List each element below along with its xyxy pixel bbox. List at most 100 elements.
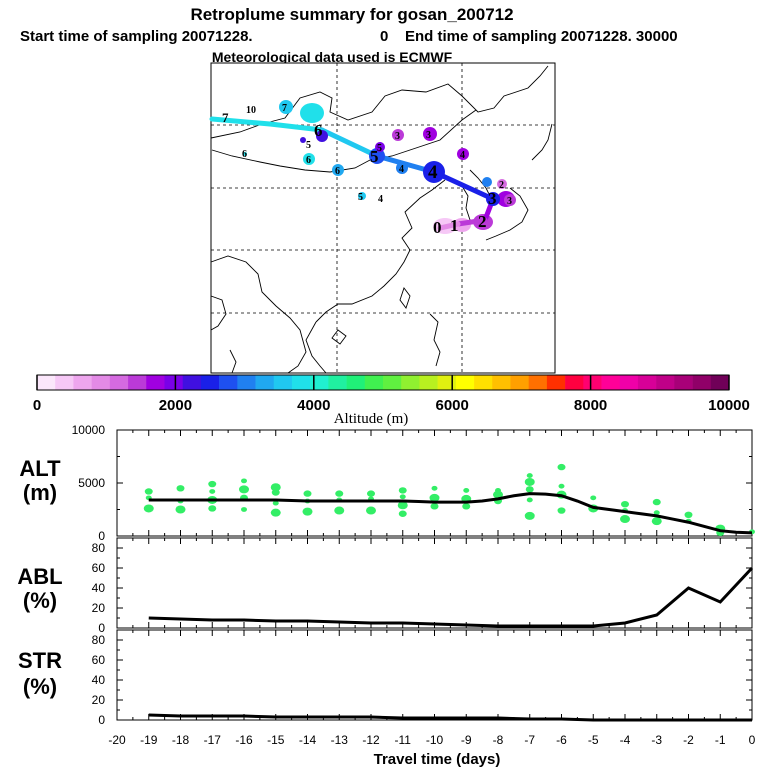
colorbar-swatch (437, 375, 457, 390)
x-tick-label: 0 (749, 733, 756, 747)
altitude-scatter-point (270, 483, 281, 492)
colorbar-swatch (328, 375, 347, 390)
cluster-dot (303, 153, 315, 165)
altitude-scatter-point (272, 500, 279, 506)
altitude-scatter-point (303, 490, 312, 497)
traj-label-4: 4 (428, 162, 438, 183)
colorbar-swatch (346, 375, 366, 390)
colorbar-swatch (255, 375, 275, 390)
x-tick-label: -9 (461, 733, 472, 747)
cluster-labels: 3 3 4 2 3 4 5 6 6 5 7 10 6 5 4 (242, 103, 512, 207)
colorbar-swatch (546, 375, 566, 390)
altitude-scatter-point (526, 473, 533, 478)
altitude-scatter-point (209, 489, 216, 494)
colorbar-swatch (237, 375, 256, 390)
trajectory-segment-7 (209, 116, 273, 127)
traj-label-7: 7 (222, 110, 229, 125)
altitude-scatter-point (271, 489, 280, 496)
altitude-scatter-point (175, 505, 186, 514)
altitude-scatter-point (620, 515, 630, 524)
x-tick-label: -2 (683, 733, 694, 747)
colorbar-swatch (492, 375, 511, 390)
y-tick-label: 0 (98, 713, 105, 727)
panel-unit: (%) (23, 588, 57, 613)
altitude-scatter-point (493, 490, 503, 499)
altitude-scatter-point (653, 510, 660, 516)
altitude-scatter-point (334, 506, 345, 515)
altitude-scatter-point (558, 483, 565, 489)
trajectory-segment-0 (437, 221, 461, 231)
cluster-label: 7 (282, 103, 287, 114)
x-tick-label: -17 (204, 733, 222, 747)
x-tick-label: -5 (588, 733, 599, 747)
x-tick-label: -1 (715, 733, 726, 747)
altitude-scatter-point (208, 480, 217, 488)
panel-label: ALT (19, 456, 61, 481)
cluster-label: 5 (377, 143, 382, 154)
travel-time-axis: -20 -19 -18 -17 -16 -15 -14 -13 -12 -11 -10 -9 -8 -7-… (108, 733, 755, 747)
altitude-scatter-point (366, 506, 376, 515)
colorbar-swatch (583, 375, 602, 390)
y-tick-label: 20 (92, 601, 106, 615)
trajectory-day-labels: 0 1 2 3 4 5 6 7 (222, 110, 497, 237)
altitude-scatter-point (144, 488, 153, 495)
start-time-label: Start time of sampling 20071228. (20, 28, 253, 45)
cluster-label: 5 (358, 192, 363, 203)
altitude-scatter-point (430, 503, 439, 510)
trajectory-segment-5 (319, 127, 380, 159)
panel-label: STR (18, 648, 62, 673)
colorbar-swatch (692, 375, 712, 390)
colorbar-swatch (474, 375, 493, 390)
altitude-scatter-point (526, 497, 533, 503)
traj-label-3: 3 (488, 189, 497, 208)
colorbar-swatch (419, 375, 438, 390)
cluster-dot (300, 137, 306, 143)
str-line (148, 713, 752, 722)
colorbar-swatch (200, 375, 220, 390)
colorbar-swatch (401, 375, 420, 390)
altitude-scatter-point (524, 511, 535, 520)
x-tick-label: -19 (140, 733, 158, 747)
colorbar-label: Altitude (m) (334, 411, 409, 427)
cluster-dot (332, 164, 344, 176)
x-tick-label: -13 (331, 733, 349, 747)
y-tick-label: 5000 (78, 476, 105, 490)
altitude-scatter-point (621, 501, 629, 508)
cluster-label: 6 (306, 155, 311, 166)
altitude-scatter-point (431, 485, 438, 491)
cluster-label: 6 (242, 149, 247, 160)
colorbar-tick-label: 0 (33, 397, 41, 414)
altitude-scatter-point (335, 490, 344, 497)
cluster-label: 4 (399, 164, 404, 175)
colorbar-swatch (73, 375, 92, 390)
altitude-scatter-point (367, 490, 375, 497)
cluster-dot (497, 179, 507, 189)
x-tick-label: -6 (556, 733, 567, 747)
cluster-dots (243, 100, 516, 206)
x-tick-label: -10 (426, 733, 444, 747)
y-tick-label: 80 (92, 541, 106, 555)
cluster-dot (392, 129, 404, 141)
altitude-scatter-point (208, 505, 217, 512)
altitude-scatter-point (684, 511, 693, 518)
colorbar-swatches (37, 375, 730, 390)
colorbar-swatch (601, 375, 621, 390)
cluster-dot (504, 194, 516, 206)
met-data-label: Meteorological data used is ECMWF (212, 49, 453, 65)
x-tick-label: -4 (620, 733, 631, 747)
altitude-scatter-point (495, 488, 501, 493)
colorbar-swatch (364, 375, 384, 390)
colorbar-swatch (637, 375, 657, 390)
x-tick-label: -14 (299, 733, 317, 747)
cluster-dot (482, 177, 492, 187)
start-time-value: 0 (380, 28, 388, 45)
colorbar-swatch (219, 375, 238, 390)
traj-label-0: 0 (433, 218, 442, 237)
altitude-scatter-point (399, 494, 406, 500)
colorbar-swatch (656, 375, 675, 390)
colorbar-tick-label: 8000 (574, 397, 607, 414)
colorbar-swatch (528, 375, 548, 390)
traj-label-2: 2 (478, 212, 487, 231)
y-tick-label: 20 (92, 693, 106, 707)
